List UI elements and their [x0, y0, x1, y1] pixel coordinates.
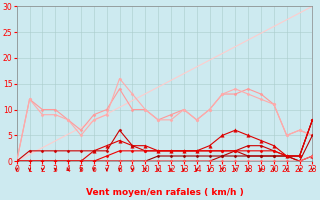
X-axis label: Vent moyen/en rafales ( km/h ): Vent moyen/en rafales ( km/h )	[86, 188, 244, 197]
